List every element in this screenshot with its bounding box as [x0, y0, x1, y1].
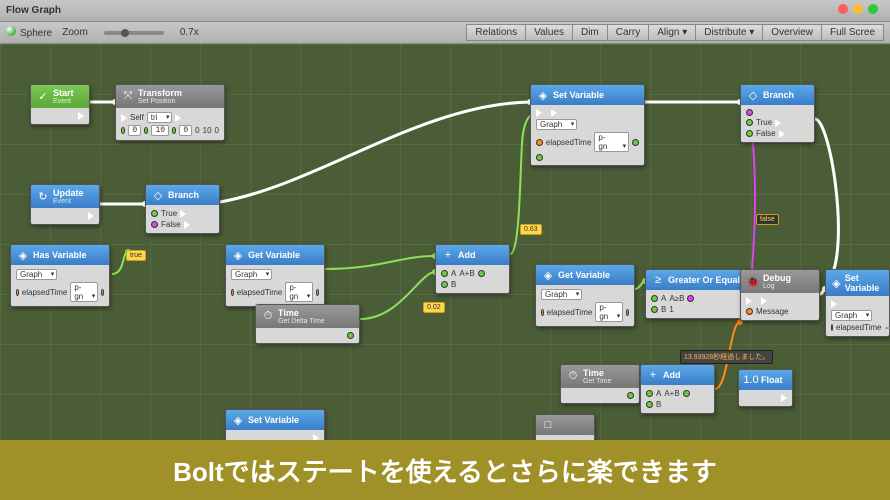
- setvar2-icon: ◈: [831, 276, 842, 290]
- zoom-label: Zoom: [62, 27, 88, 38]
- caption-text: Boltではステートを使えるとさらに楽できます: [173, 452, 717, 489]
- node-greater[interactable]: ≥Greater Or EqualAA≥BB1: [645, 269, 750, 319]
- graph-canvas[interactable]: ✓StartEvent ⤧TransformSet PositionSelftri…: [0, 44, 890, 440]
- zoom-handle[interactable]: [121, 29, 129, 37]
- tag-msg: 13.93928秒経過しました。: [680, 350, 773, 364]
- node-setvar2[interactable]: ◈Set VariableGraphelapsedTime: [825, 269, 890, 337]
- zoom-value: 0.7x: [180, 27, 199, 38]
- node-gettime[interactable]: ⏱TimeGet Time: [560, 364, 640, 404]
- traffic-dot[interactable]: [838, 4, 848, 14]
- float-icon: 1.0: [744, 373, 758, 387]
- tag-dt: 0.02: [423, 302, 445, 313]
- node-log[interactable]: 🐞DebugLogMessage: [740, 269, 820, 321]
- node-add1[interactable]: +AddAA+BB: [435, 244, 510, 294]
- node-update[interactable]: ↻UpdateEvent: [30, 184, 100, 225]
- add2-icon: +: [646, 368, 660, 382]
- hasvar-icon: ◈: [16, 248, 30, 262]
- branch1-icon: ◇: [151, 188, 165, 202]
- node-add2[interactable]: +AddAA+BB: [640, 364, 715, 414]
- node-start[interactable]: ✓StartEvent: [30, 84, 90, 125]
- tag-true: true: [126, 250, 146, 261]
- toolbar-btn-values[interactable]: Values: [526, 24, 573, 41]
- getvar1-icon: ◈: [231, 248, 245, 262]
- window-title: Flow Graph: [6, 5, 61, 16]
- branch2-icon: ◇: [746, 88, 760, 102]
- getdelta-icon: ⏱: [261, 310, 275, 324]
- toolbar-btn-align[interactable]: Align ▾: [649, 24, 696, 41]
- tag-false: false: [756, 214, 779, 225]
- sub-toolbar: Sphere Zoom 0.7x RelationsValuesDimCarry…: [0, 22, 890, 44]
- node-setvar1[interactable]: ◈Set VariableGraphelapsedTimep-gn: [530, 84, 645, 166]
- unk-icon: □: [541, 418, 555, 432]
- update-icon: ↻: [36, 190, 50, 204]
- sphere-icon: [6, 26, 16, 36]
- gettime-icon: ⏱: [566, 370, 580, 384]
- object-indicator[interactable]: Sphere: [6, 26, 52, 39]
- node-getdelta[interactable]: ⏱TimeGet Delta Time: [255, 304, 360, 344]
- node-getvar2[interactable]: ◈Get VariableGraphelapsedTimep-gn: [535, 264, 635, 327]
- node-branch1[interactable]: ◇BranchTrueFalse: [145, 184, 220, 234]
- toolbar-btn-overview[interactable]: Overview: [763, 24, 822, 41]
- window-titlebar: Flow Graph: [0, 0, 890, 22]
- setpos-icon: ⤧: [121, 90, 135, 104]
- toolbar-btn-carry[interactable]: Carry: [608, 24, 649, 41]
- node-hasvar[interactable]: ◈Has VariableGraphelapsedTimep-gn: [10, 244, 110, 307]
- start-icon: ✓: [36, 90, 50, 104]
- zoom-slider[interactable]: [104, 31, 164, 35]
- toolbar-btn-distribute[interactable]: Distribute ▾: [696, 24, 763, 41]
- node-branch2[interactable]: ◇BranchTrueFalse: [740, 84, 815, 143]
- caption-banner: Boltではステートを使えるとさらに楽できます: [0, 440, 890, 500]
- add1-icon: +: [441, 248, 455, 262]
- toolbar-btn-fullscree[interactable]: Full Scree: [822, 24, 884, 41]
- setvar3-icon: ◈: [231, 413, 245, 427]
- setvar1-icon: ◈: [536, 88, 550, 102]
- log-icon: 🐞: [746, 275, 760, 289]
- toolbar-btn-relations[interactable]: Relations: [466, 24, 526, 41]
- traffic-dot[interactable]: [853, 4, 863, 14]
- traffic-dot[interactable]: [868, 4, 878, 14]
- node-getvar1[interactable]: ◈Get VariableGraphelapsedTimep-gn: [225, 244, 325, 307]
- toolbar-btn-dim[interactable]: Dim: [573, 24, 608, 41]
- node-float[interactable]: 1.0Float: [738, 369, 793, 407]
- getvar2-icon: ◈: [541, 268, 555, 282]
- greater-icon: ≥: [651, 273, 665, 287]
- node-setpos[interactable]: ⤧TransformSet PositionSelftri01000100: [115, 84, 225, 141]
- tag-p63: 0.63: [520, 224, 542, 235]
